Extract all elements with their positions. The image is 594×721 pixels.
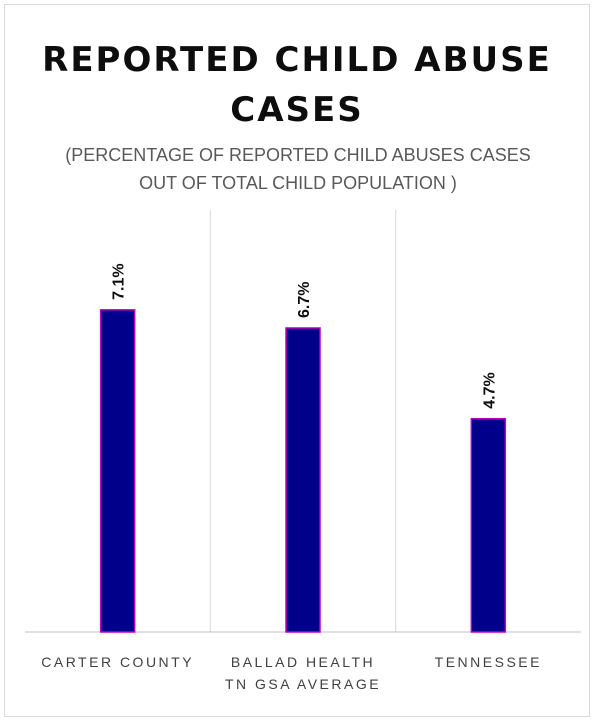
bar bbox=[470, 417, 507, 633]
chart-subtitle: (PERCENTAGE OF REPORTED CHILD ABUSES CAS… bbox=[65, 141, 531, 197]
plot-area: 7.1% 6.7% 4.7% CARTER COUNTY BALLAD HEALTH T… bbox=[25, 210, 581, 692]
category-label: TENNESSEE bbox=[435, 654, 542, 670]
category-label: BALLAD HEALTH bbox=[231, 654, 375, 670]
bar-layer bbox=[99, 309, 507, 633]
category-label-layer: CARTER COUNTY BALLAD HEALTH TN GSA AVERAGE… bbox=[41, 654, 542, 692]
chart-title: REPORTED CHILD ABUSE CASES bbox=[5, 35, 589, 135]
chart-frame: REPORTED CHILD ABUSE CASES (PERCENTAGE O… bbox=[4, 4, 590, 717]
chart-subtitle-text: (PERCENTAGE OF REPORTED CHILD ABUSES CAS… bbox=[65, 145, 531, 193]
label-layer: 7.1% 6.7% 4.7% bbox=[111, 263, 499, 408]
category-label: CARTER COUNTY bbox=[41, 654, 194, 670]
category-label: TN GSA AVERAGE bbox=[225, 676, 381, 692]
data-label: 4.7% bbox=[481, 372, 498, 408]
bar bbox=[285, 327, 321, 633]
data-label: 7.1% bbox=[111, 263, 128, 299]
chart-title-text: REPORTED CHILD ABUSE CASES bbox=[42, 40, 552, 130]
bar bbox=[99, 309, 136, 633]
data-label: 6.7% bbox=[296, 282, 313, 318]
